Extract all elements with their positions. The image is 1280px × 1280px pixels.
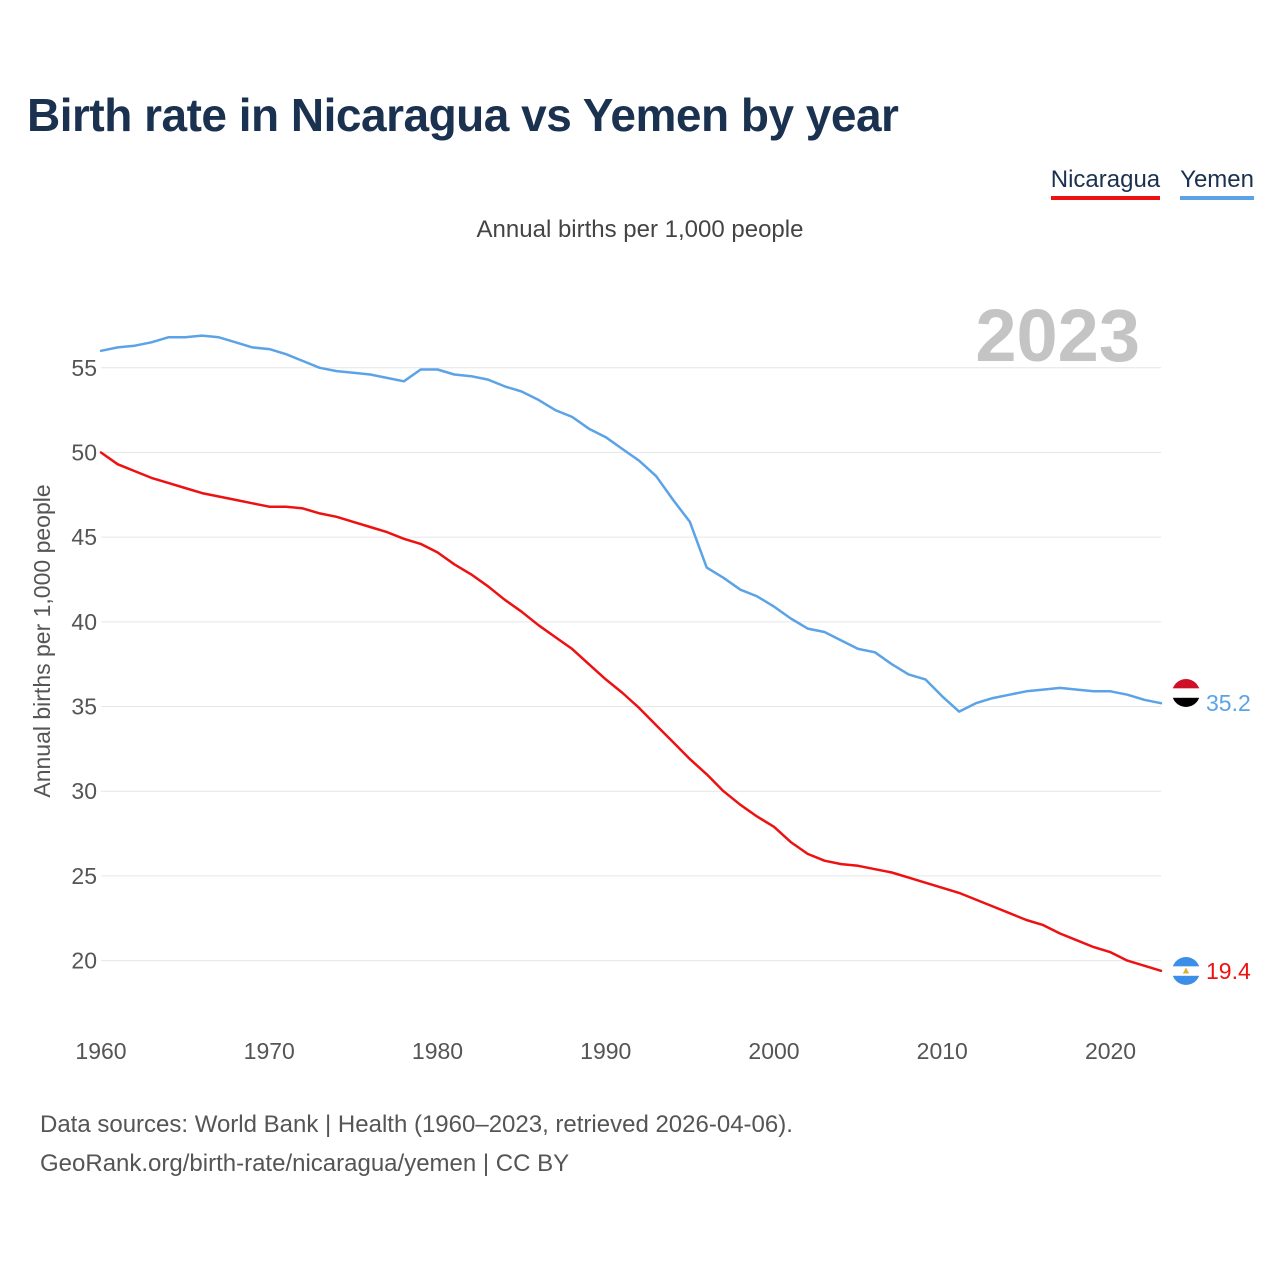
- y-tick-label-20: 20: [71, 948, 97, 974]
- x-tick-label-2020: 2020: [1085, 1038, 1136, 1064]
- legend-item-nicaragua[interactable]: Nicaragua: [1050, 166, 1161, 200]
- y-tick-label-30: 30: [71, 778, 97, 804]
- grid-lines: [101, 367, 1161, 962]
- y-tick-label-40: 40: [71, 609, 97, 635]
- end-value-label-nicaragua: 19.4: [1206, 958, 1251, 984]
- nicaragua-flag-icon: [1172, 957, 1200, 985]
- series-line-nicaragua: [99, 451, 1163, 973]
- x-tick-label-2010: 2010: [917, 1038, 968, 1064]
- y-tick-label-55: 55: [71, 355, 97, 381]
- y-tick-label-25: 25: [71, 863, 97, 889]
- x-tick-label-1960: 1960: [75, 1038, 126, 1064]
- series-lines: [99, 334, 1163, 973]
- y-axis-label: Annual births per 1,000 people: [29, 484, 55, 797]
- chart-subtitle: Annual births per 1,000 people: [476, 216, 804, 243]
- x-axis-ticks: 1960 1970 1980 1990 2000 2010 2020: [75, 1038, 1136, 1064]
- y-tick-label-45: 45: [71, 524, 97, 550]
- x-tick-label-1980: 1980: [412, 1038, 463, 1064]
- footer-sources: Data sources: World Bank | Health (1960–…: [40, 1111, 793, 1138]
- y-tick-label-35: 35: [71, 694, 97, 720]
- chart-title: Birth rate in Nicaragua vs Yemen by year: [27, 89, 899, 141]
- y-axis-ticks: 20 25 30 35 40 45 50 55: [71, 355, 97, 974]
- footer-link[interactable]: GeoRank.org/birth-rate/nicaragua/yemen |…: [40, 1150, 570, 1177]
- y-tick-label-50: 50: [71, 439, 97, 465]
- legend: Nicaragua Yemen: [1050, 166, 1254, 200]
- x-tick-label-1970: 1970: [244, 1038, 295, 1064]
- x-tick-label-1990: 1990: [580, 1038, 631, 1064]
- series-line-yemen: [99, 334, 1163, 713]
- end-markers: 19.4 35.2: [1172, 679, 1251, 985]
- footer: Data sources: World Bank | Health (1960–…: [40, 1105, 793, 1183]
- year-watermark: 2023: [975, 294, 1140, 377]
- x-tick-label-2000: 2000: [748, 1038, 799, 1064]
- legend-item-yemen[interactable]: Yemen: [1180, 166, 1254, 200]
- end-value-label-yemen: 35.2: [1206, 690, 1251, 716]
- yemen-flag-icon: [1172, 679, 1200, 707]
